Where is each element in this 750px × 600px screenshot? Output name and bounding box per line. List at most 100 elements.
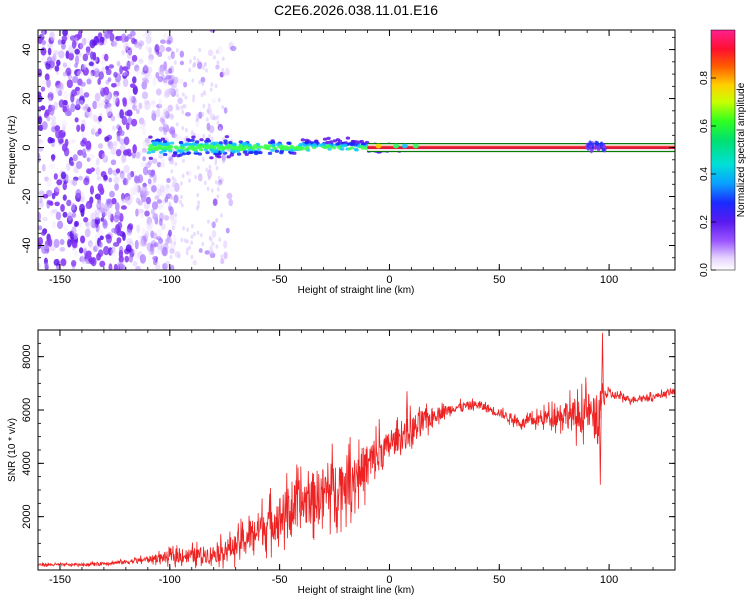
spectrogram-noise-cell <box>124 111 130 117</box>
spectrogram-noise-cell <box>174 83 177 89</box>
spectrogram-noise-cell <box>136 185 141 193</box>
spectrogram-noise-cell <box>107 77 112 83</box>
spectrogram-noise-cell <box>76 70 84 77</box>
spectrogram-noise-cell <box>51 221 57 229</box>
spectrogram-noise-cell <box>147 169 153 176</box>
spectrogram-noise-cell <box>38 262 41 269</box>
spectrogram-noise-cell <box>143 64 148 71</box>
spectrogram-noise-cell <box>134 239 139 250</box>
spectrogram-noise-cell <box>103 86 110 96</box>
spectrogram-noise-cell <box>107 204 113 215</box>
spectrogram-noise-cell <box>102 218 107 226</box>
snr-x-ticks: -150 -100 -50 0 50 100 <box>37 330 676 586</box>
spectrogram-noise-cell <box>182 158 185 164</box>
spectrogram-noise-cell <box>224 67 230 76</box>
spectrogram-carrier-cell <box>325 140 330 145</box>
spectrogram-noise-cell <box>152 173 157 183</box>
spectrogram-noise-cell <box>200 76 206 83</box>
spectrogram-noise-cell <box>156 184 162 191</box>
spectrogram-noise-cell <box>135 67 140 76</box>
spectrogram-noise-cell <box>71 202 76 211</box>
spectrogram-carrier-cell <box>359 139 365 144</box>
spectrogram-noise-cell <box>179 199 182 205</box>
spectrogram-noise-cell <box>207 103 211 108</box>
spectrogram-noise-cell <box>198 173 203 182</box>
spectrogram-noise-cell <box>89 51 94 60</box>
spectrogram-noise-cell <box>223 251 228 260</box>
spectrogram-noise-cell <box>92 114 98 123</box>
spectrogram-noise-cell <box>72 75 79 84</box>
spectrogram-noise-cell <box>217 181 221 187</box>
spectrogram-carrier-cell <box>178 153 183 157</box>
spectrogram-noise-cell <box>144 100 151 111</box>
spectrogram-noise-cell <box>132 260 138 267</box>
spectrogram-carrier-cell <box>279 144 284 148</box>
spectrogram-noise-cell <box>220 177 224 183</box>
spectrogram-noise-cell <box>215 165 219 171</box>
colorbar-label: Normalized spectral amplitude <box>736 82 747 217</box>
spectrogram-noise-cell <box>184 95 188 100</box>
spectrogram-noise-cell <box>51 192 56 200</box>
spectrogram-noise-cell <box>170 169 174 174</box>
spectrogram-noise-cell <box>47 91 54 101</box>
spectrogram-noise-cell <box>80 197 85 203</box>
spectrogram-carrier-cell <box>361 142 367 146</box>
spectrogram-noise-cell <box>121 49 125 56</box>
spectrogram-carrier-cell <box>304 147 309 151</box>
spectrogram-noise-cell <box>208 164 212 170</box>
spectrogram-noise-cell <box>54 125 61 131</box>
spectrogram-carrier-cell <box>236 152 242 156</box>
spectrogram-carrier-cell <box>162 139 168 144</box>
spectrogram-noise-cell <box>113 176 120 184</box>
spectrogram-noise-cell <box>160 201 165 208</box>
spectrogram-noise-cell <box>181 109 185 115</box>
spectrogram-noise-cell <box>127 172 132 181</box>
spectrogram-noise-cell <box>202 157 205 162</box>
spectrogram-noise-cell <box>107 140 112 148</box>
spectrogram-noise-cell <box>40 139 45 145</box>
spectrogram-noise-cell <box>191 78 195 83</box>
spectrogram-y-tick-label: 40 <box>21 43 33 55</box>
spectrogram-noise-cell <box>104 95 111 104</box>
spectrogram-noise-cell <box>95 166 100 176</box>
spectrogram-noise-cell <box>55 85 60 94</box>
spectrogram-noise-cell <box>136 224 141 233</box>
spectrogram-carrier-cell <box>322 137 328 141</box>
spectrogram-noise-cell <box>168 245 174 254</box>
spectrogram-carrier-cell <box>146 150 152 155</box>
spectrogram-noise-cell <box>135 266 140 270</box>
spectrogram-carrier-cell <box>199 138 204 142</box>
spectrogram-noise-cell <box>58 99 65 108</box>
spectrogram-noise-cell <box>140 162 147 168</box>
spectrogram-noise-cell <box>142 126 147 136</box>
spectrogram-noise-cell <box>147 225 152 232</box>
spectrogram-carrier-cell <box>331 146 337 150</box>
spectrogram-carrier-cell <box>238 140 243 144</box>
spectrogram-noise-cell <box>105 68 112 76</box>
spectrogram-noise-cell <box>207 219 210 224</box>
spectrogram-noise-cell <box>103 174 108 181</box>
spectrogram-noise-cell <box>46 200 53 205</box>
spectrogram-noise-cell <box>40 105 46 111</box>
spectrogram-noise-cell <box>46 78 51 88</box>
spectrogram-noise-cell <box>192 231 196 237</box>
spectrogram-noise-cell <box>64 110 72 117</box>
spectrogram-noise-cell <box>98 103 103 108</box>
spectrogram-noise-cell <box>71 39 77 49</box>
spectrogram-noise-cell <box>80 64 85 72</box>
spectrogram-noise-cell <box>85 250 92 258</box>
spectrogram-carrier-cell <box>321 143 327 147</box>
spectrogram-noise-cell <box>130 190 135 201</box>
spectrogram-noise-cell <box>174 212 178 218</box>
spectrogram-carrier-cell <box>253 150 259 154</box>
spectrogram-noise-cell <box>160 158 166 167</box>
spectrogram-noise-cell <box>163 91 170 99</box>
spectrogram-carrier-cell <box>347 142 353 146</box>
spectrogram-carrier-cell <box>258 145 264 149</box>
spectrogram-carrier-cell <box>211 141 216 145</box>
spectrogram-noise-cell <box>92 100 98 110</box>
spectrogram-noise-cell <box>205 167 209 173</box>
spectrogram-noise-cell <box>210 221 214 227</box>
spectrogram-noise-cell <box>212 198 218 207</box>
